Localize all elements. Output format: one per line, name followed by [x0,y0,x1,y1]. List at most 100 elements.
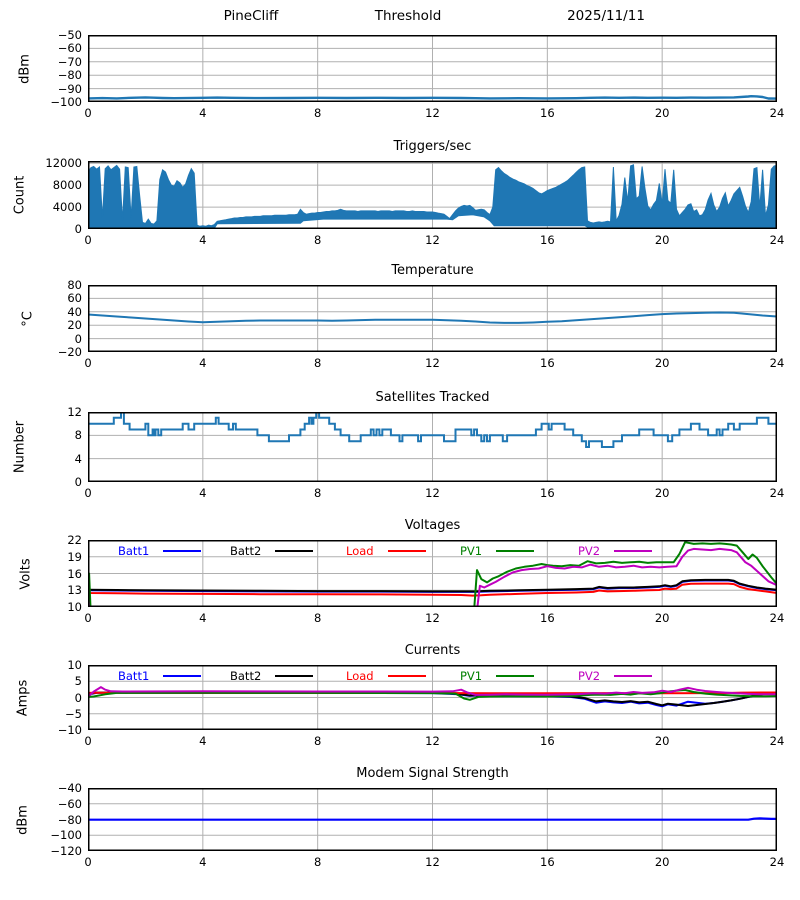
x-tick-label: 12 [425,356,440,370]
panel-title-currents: Currents [404,643,461,658]
x-tick-label: 12 [425,106,440,120]
series-PV2 [88,547,777,607]
legend-line-swatch [496,675,535,677]
y-tick-label: 19 [67,549,82,564]
y-tick-label: 12 [67,405,82,419]
x-tick-label: 16 [540,106,555,120]
x-tick-label: 12 [425,486,440,500]
series-PV1 [88,541,777,607]
y-tick-label: −40 [57,781,82,795]
y-tick-label: −10 [57,723,82,737]
x-tick-label: 24 [769,106,785,120]
y-tick-label: 16 [67,566,82,581]
y-tick-label: 4 [74,451,82,466]
x-tick-label: 20 [654,611,670,625]
legend-line-swatch [163,550,202,552]
y-tick-label: −90 [57,81,82,96]
x-tick-label: 12 [425,611,440,625]
y-tick-label: 22 [67,533,82,547]
legend-line-swatch [163,675,202,677]
page-title: Threshold [374,8,442,24]
y-tick-label: −60 [57,796,82,811]
legend-label: Batt2 [230,544,262,558]
x-tick-label: 20 [654,233,670,247]
x-tick-label: 4 [199,233,207,247]
x-tick-label: 16 [540,233,555,247]
panel-plot-voltages [88,540,777,607]
legend-entry-load: Load [346,544,426,558]
x-tick-label: 12 [425,734,440,748]
x-tick-label: 8 [313,233,322,247]
y-tick-label: 13 [67,583,82,598]
x-tick-label: 4 [199,356,207,370]
legend-label: PV1 [460,669,483,683]
series-modem-rssi [88,817,777,821]
x-tick-label: 0 [84,855,92,869]
legend-label: Load [346,669,374,683]
x-tick-label: 16 [540,611,555,625]
y-tick-label: −100 [50,95,82,109]
x-tick-label: 24 [769,486,785,500]
legend-entry-pv2: PV2 [578,544,653,558]
x-tick-label: 8 [313,734,322,748]
station-name: PineCliff [223,8,279,24]
legend-label: PV1 [460,544,483,558]
x-tick-label: 12 [425,233,440,247]
x-tick-label: 4 [199,855,207,869]
y-tick-label: 0 [74,222,82,236]
legend-label: PV2 [578,544,601,558]
panel-plot-temperature [88,285,777,352]
x-tick-label: 20 [654,486,670,500]
panel-title-triggers: Triggers/sec [393,139,472,154]
y-tick-label: −120 [50,844,82,858]
y-tick-label: 8000 [52,178,82,193]
x-tick-label: 16 [540,486,555,500]
y-tick-label: 10 [67,600,82,614]
panel-title-modem: Modem Signal Strength [356,766,509,781]
legend-entry-batt1: Batt1 [118,544,202,558]
y-tick-label: 20 [67,318,82,333]
legend-line-swatch [614,675,653,677]
x-tick-label: 24 [769,734,785,748]
y-tick-label: 80 [67,278,82,292]
legend-entry-batt1: Batt1 [118,669,202,683]
legend-label: Batt1 [118,669,150,683]
y-tick-label: −50 [57,28,82,42]
x-tick-label: 4 [199,486,207,500]
x-tick-label: 4 [199,734,207,748]
y-tick-label: 0 [74,331,82,346]
legend-line-swatch [496,550,535,552]
legend-line-swatch [387,550,426,552]
x-tick-label: 16 [540,356,555,370]
panel-plot-modem [88,788,777,851]
x-tick-label: 8 [313,356,322,370]
y-tick-label: −80 [57,68,82,83]
panel-plot-currents [88,665,777,730]
x-tick-label: 0 [84,734,92,748]
y-tick-label: 40 [67,304,82,319]
legend-label: Load [346,544,374,558]
series-PV1 [88,689,777,701]
series-triggers-envelope [88,164,777,229]
y-tick-label: 4000 [52,200,82,215]
x-tick-label: 8 [313,106,322,120]
y-tick-label: −70 [57,54,82,69]
x-tick-label: 20 [654,855,670,869]
panel-title-temperature: Temperature [391,263,474,278]
legend-entry-pv1: PV1 [460,544,535,558]
legend-line-swatch [614,550,653,552]
panel-plot-threshold [88,35,777,102]
x-tick-label: 0 [84,233,92,247]
legend-label: PV2 [578,669,601,683]
x-tick-label: 8 [313,855,322,869]
panel-plot-satellites [88,412,777,482]
legend-entry-load: Load [346,669,426,683]
x-tick-label: 20 [654,106,670,120]
legend-line-swatch [275,550,314,552]
x-tick-label: 24 [769,855,785,869]
x-tick-label: 16 [540,855,555,869]
y-tick-label: 60 [67,291,82,306]
panel-title-voltages: Voltages [404,518,461,533]
series-temperature [88,311,777,324]
x-tick-label: 24 [769,233,785,247]
